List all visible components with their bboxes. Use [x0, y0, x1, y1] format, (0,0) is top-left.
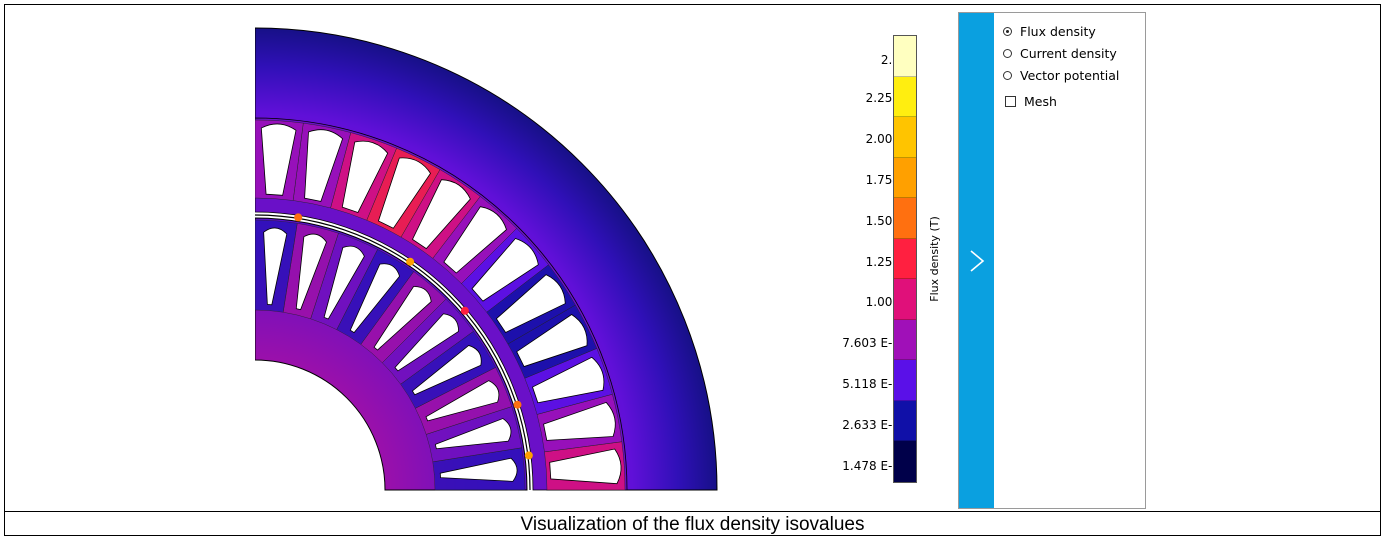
colorbar-label: 2.251: [865, 91, 900, 105]
colorbar-label: 1.754: [865, 173, 900, 187]
option-flux-density[interactable]: Flux density: [1003, 20, 1119, 42]
stator-slot: [377, 157, 431, 229]
option-label: Flux density: [1020, 23, 1096, 39]
rotor-slot: [411, 344, 482, 396]
chevron-right-icon: [969, 249, 984, 272]
caption-divider: [4, 511, 1381, 512]
colorbar-label: 2.003: [865, 132, 900, 146]
flux-density-plot: [255, 27, 718, 491]
option-label: Vector potential: [1020, 67, 1120, 83]
colorbar-swatch: [894, 157, 916, 199]
stator-slot: [543, 401, 616, 441]
option-current-density[interactable]: Current density: [1003, 42, 1119, 64]
colorbar-swatch: [894, 400, 916, 442]
colorbar-swatch: [894, 441, 916, 482]
stator-slot: [341, 140, 389, 213]
stator-slot: [471, 238, 539, 302]
colorbar-swatch: [894, 319, 916, 361]
colorbar-labels: 2.5 2.251 2.003 1.754 1.506 1.257 1.009 …: [800, 36, 900, 486]
colorbar-label: 5.118 E-1: [842, 377, 900, 391]
colorbar-label: 1.257: [865, 255, 900, 269]
colorbar-swatch: [894, 279, 916, 320]
motor-cross-section: [255, 27, 718, 491]
rotor-slot: [425, 380, 500, 422]
rotor-slot: [323, 245, 365, 320]
colorbar-swatch: [894, 36, 916, 77]
colorbar-swatch: [894, 238, 916, 280]
rotor-slot: [349, 263, 401, 334]
colorbar-swatch: [894, 117, 916, 158]
panel-toggle-button[interactable]: [959, 13, 994, 508]
colorbar: [893, 35, 917, 483]
stator-slot: [516, 314, 588, 368]
display-options: Flux density Current density Vector pote…: [1003, 20, 1119, 112]
colorbar-swatch: [894, 198, 916, 239]
flux-hotspot: [460, 306, 469, 315]
stator-slot: [260, 123, 297, 196]
rotor-slot: [295, 233, 327, 311]
stator-slot: [304, 129, 344, 202]
flux-hotspot: [406, 257, 415, 266]
colorbar-label: 1.009: [865, 295, 900, 309]
radio-selected-icon[interactable]: [1003, 26, 1012, 36]
rotor-slot: [394, 313, 459, 372]
air-gap: [255, 214, 531, 491]
stator-slot: [411, 179, 471, 250]
colorbar-label: 1.478 E-2: [842, 459, 900, 473]
radio-icon[interactable]: [1003, 70, 1012, 80]
mesh-checkbox-row[interactable]: Mesh: [1005, 90, 1119, 112]
rotor-slot: [373, 286, 432, 351]
figure-frame: [4, 4, 1381, 536]
option-label: Current density: [1020, 45, 1117, 61]
colorbar-swatch: [894, 76, 916, 118]
checkbox-icon[interactable]: [1005, 95, 1016, 107]
flux-hotspot: [294, 213, 303, 222]
colorbar-title: Flux density (T): [928, 216, 941, 302]
stator-slot: [495, 274, 566, 334]
mesh-label: Mesh: [1024, 93, 1057, 109]
colorbar-label: 2.633 E-1: [842, 418, 900, 432]
options-panel: Flux density Current density Vector pote…: [958, 12, 1146, 509]
stator-slot: [443, 206, 507, 274]
flux-hotspot: [513, 400, 522, 409]
colorbar-swatch: [894, 360, 916, 401]
colorbar-label: 1.506: [865, 214, 900, 228]
rotor-slot: [263, 227, 288, 306]
option-vector-potential[interactable]: Vector potential: [1003, 64, 1119, 86]
colorbar-label: 7.603 E-1: [842, 336, 900, 350]
rotor-slot: [439, 457, 518, 482]
flux-hotspot: [524, 451, 533, 460]
rotor-slot: [434, 418, 512, 450]
stator-slot: [549, 448, 622, 485]
stator-slot: [532, 356, 605, 404]
figure-caption: Visualization of the flux density isoval…: [520, 514, 865, 535]
radio-icon[interactable]: [1003, 48, 1012, 58]
